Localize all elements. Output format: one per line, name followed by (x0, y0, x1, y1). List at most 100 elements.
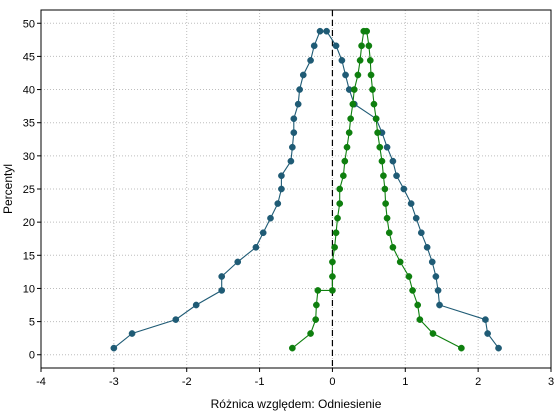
data-point (396, 258, 404, 266)
data-point (310, 42, 318, 50)
y-tick-label: 35 (23, 118, 35, 130)
data-point (289, 344, 296, 352)
data-point (307, 57, 314, 64)
grid (41, 10, 551, 368)
data-point (414, 301, 422, 309)
data-point (278, 172, 285, 180)
data-point (329, 273, 336, 280)
y-tick-label: 10 (23, 283, 35, 295)
data-point (417, 229, 425, 237)
data-point (336, 200, 344, 207)
data-point (345, 129, 353, 136)
data-point (334, 214, 341, 222)
data-point (218, 273, 226, 280)
data-point (218, 287, 226, 294)
x-tick-label: 0 (329, 376, 335, 388)
x-tick-label: -3 (109, 376, 119, 388)
x-tick-label: -4 (36, 376, 46, 388)
data-point (290, 129, 298, 136)
data-point (172, 316, 180, 323)
data-point (380, 172, 387, 180)
data-point (252, 243, 260, 251)
data-point (267, 214, 274, 222)
y-tick-label: 30 (23, 151, 35, 163)
data-point (192, 301, 200, 309)
data-point (412, 214, 420, 222)
x-tick-label: -2 (182, 376, 192, 388)
data-point (367, 71, 375, 79)
data-point (332, 42, 340, 50)
data-point (432, 273, 440, 280)
y-tick-label: 40 (23, 85, 35, 97)
x-tick-label: 3 (548, 376, 554, 388)
y-tick-label: 5 (29, 317, 35, 329)
data-point (382, 200, 389, 207)
data-point (376, 143, 384, 151)
data-point (389, 157, 397, 165)
y-axis-title: Percentyl (1, 164, 15, 214)
data-point (342, 71, 349, 79)
data-point (316, 27, 324, 35)
data-point (354, 71, 362, 79)
data-point (313, 301, 320, 309)
data-point (356, 57, 364, 64)
data-point (484, 330, 491, 337)
data-point (338, 57, 346, 64)
data-point (299, 71, 307, 79)
data-point (366, 57, 374, 64)
data-point (341, 157, 349, 165)
y-tick-label: 15 (23, 250, 35, 262)
data-point (296, 86, 303, 93)
data-point (343, 143, 351, 151)
data-point (294, 100, 302, 108)
series-1 (110, 27, 502, 352)
data-point (482, 316, 489, 323)
data-point (372, 115, 380, 123)
data-point (349, 100, 357, 108)
data-point (393, 172, 400, 180)
data-point (409, 287, 416, 294)
data-point (290, 115, 298, 123)
data-point (365, 42, 373, 50)
data-point (287, 157, 295, 165)
data-point (336, 185, 344, 193)
data-point (329, 258, 336, 266)
data-point (428, 258, 436, 266)
data-point (389, 243, 397, 251)
data-point (259, 229, 267, 237)
data-point (495, 344, 502, 352)
data-point (378, 157, 386, 165)
data-point (405, 273, 413, 280)
y-tick-label: 20 (23, 217, 35, 229)
data-point (458, 344, 465, 352)
data-point (331, 243, 338, 251)
data-point (329, 287, 336, 294)
data-point (312, 316, 320, 323)
data-point (381, 185, 389, 193)
x-tick-label: 1 (402, 376, 408, 388)
data-point (128, 330, 136, 337)
data-point (383, 214, 391, 222)
series-2 (289, 27, 465, 352)
data-point (314, 287, 322, 294)
data-point (110, 344, 118, 352)
x-tick-label: -1 (255, 376, 265, 388)
data-point (340, 172, 347, 180)
y-tick-label: 45 (23, 51, 35, 63)
series (110, 27, 502, 352)
data-point (323, 27, 330, 35)
data-point (350, 86, 358, 93)
y-tick-label: 25 (23, 184, 35, 196)
x-axis-title: Różnica względem: Odniesienie (211, 397, 382, 411)
data-point (332, 229, 340, 237)
data-point (383, 143, 391, 151)
data-point (434, 287, 442, 294)
data-point (289, 143, 296, 151)
data-point (234, 258, 242, 266)
data-point (407, 200, 415, 207)
x-tick-label: 2 (475, 376, 481, 388)
y-tick-label: 50 (23, 18, 35, 30)
